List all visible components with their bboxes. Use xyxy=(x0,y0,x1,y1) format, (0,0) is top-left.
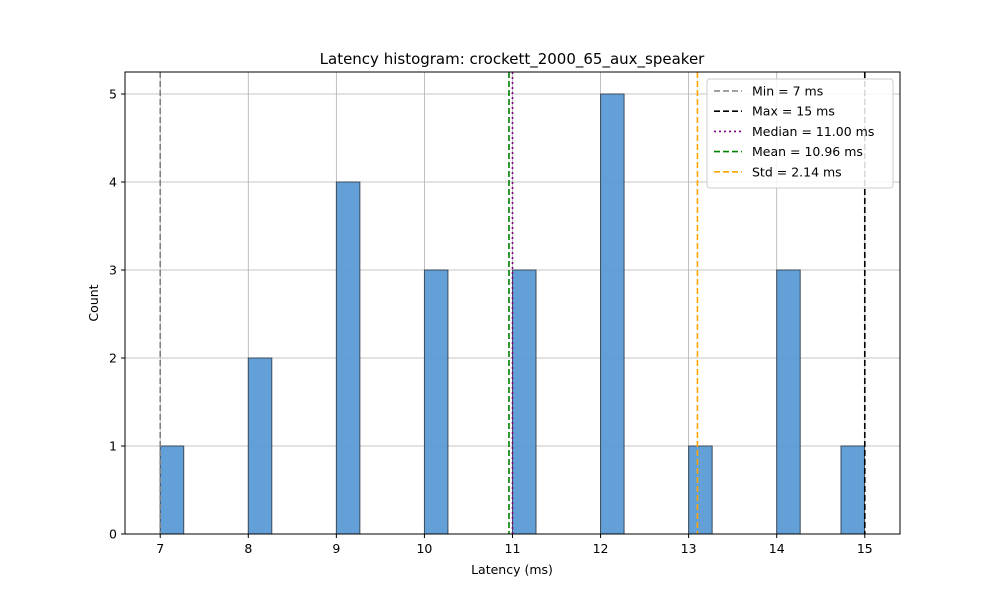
histogram-bar xyxy=(840,445,865,535)
legend-label: Mean = 10.96 ms xyxy=(752,144,863,159)
x-tick-label: 7 xyxy=(156,541,164,556)
x-tick-label: 9 xyxy=(332,541,340,556)
y-tick-label: 0 xyxy=(109,527,117,542)
histogram-bar xyxy=(776,269,801,535)
legend-label: Min = 7 ms xyxy=(752,84,823,99)
y-tick-label: 2 xyxy=(109,351,117,366)
legend: Min = 7 ms Max = 15 ms Median = 11.00 ms Me… xyxy=(706,78,894,189)
legend-label: Median = 11.00 ms xyxy=(752,124,874,139)
x-tick-label: 11 xyxy=(505,541,521,556)
y-tick-label: 4 xyxy=(109,175,117,190)
y-tick-label: 3 xyxy=(109,263,117,278)
x-tick-label: 8 xyxy=(244,541,252,556)
legend-label: Std = 2.14 ms xyxy=(752,164,842,179)
histogram-bar xyxy=(512,269,537,535)
histogram-bar xyxy=(247,357,273,535)
y-tick-label: 1 xyxy=(109,439,117,454)
x-tick-label: 14 xyxy=(769,541,785,556)
histogram-bar xyxy=(600,93,625,535)
x-tick-label: 12 xyxy=(593,541,609,556)
x-tick-label: 10 xyxy=(416,541,432,556)
y-axis-label: Count xyxy=(86,284,101,321)
histogram-bar xyxy=(159,445,185,535)
chart-title: Latency histogram: crockett_2000_65_aux_… xyxy=(320,50,706,69)
x-axis-label: Latency (ms) xyxy=(471,562,553,577)
x-tick-label: 15 xyxy=(857,541,873,556)
x-tick-label: 13 xyxy=(681,541,697,556)
y-tick-label: 5 xyxy=(109,87,117,102)
histogram-bar xyxy=(688,445,713,535)
legend-label: Max = 15 ms xyxy=(752,104,835,119)
legend-box xyxy=(706,78,894,189)
histogram-bar xyxy=(335,181,361,535)
histogram-bar xyxy=(423,269,449,535)
